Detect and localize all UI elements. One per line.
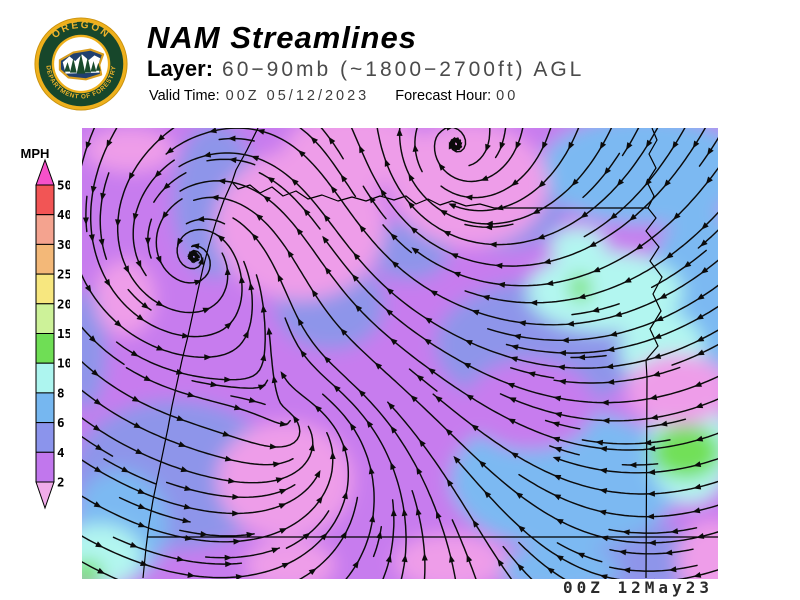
oregon-state-emblem <box>58 48 105 81</box>
layer-row: Layer: 60−90mb (~1800−2700ft) AGL <box>147 56 584 82</box>
legend-tick-label: 40 <box>57 207 70 222</box>
legend-bar-segment <box>35 184 55 216</box>
tree-icons <box>64 53 101 74</box>
legend-tick-label: 10 <box>57 356 70 371</box>
legend-tick-label: 25 <box>57 267 70 282</box>
legend-bar-segment <box>35 422 55 453</box>
legend-tick-label: 8 <box>57 385 65 400</box>
legend-tick-label: 50 <box>57 178 70 193</box>
layer-label: Layer: <box>147 56 214 81</box>
wind-speed-legend: MPH 50 40 30 25 20 15 10 8 6 4 2 <box>21 146 70 510</box>
valid-time-value: 00Z 05/12/2023 <box>225 88 370 104</box>
streamline-arrowheads <box>82 128 714 579</box>
legend-bar-segment <box>35 392 55 424</box>
layer-value: 60−90mb (~1800−2700ft) AGL <box>222 58 585 81</box>
legend-tick-label: 20 <box>57 296 70 311</box>
legend-under-arrow <box>35 481 55 510</box>
valid-time-label: Valid Time: <box>149 88 220 104</box>
legend-tick-label: 15 <box>57 326 70 341</box>
legend-tick-label: 6 <box>57 415 65 430</box>
valid-time-row: Valid Time: 00Z 05/12/2023 Forecast Hour: 0… <box>149 88 518 104</box>
odf-logo: OREGON DEPARTMENT OF FORESTRY <box>34 17 128 111</box>
legend-bar-segment <box>35 243 55 275</box>
legend-tick-label: 4 <box>57 445 65 460</box>
legend-bar-segment <box>35 451 55 483</box>
legend-bar-segment <box>35 273 55 305</box>
forecast-hour-value: 00 <box>496 88 519 104</box>
forecast-hour-label: Forecast Hour: <box>395 88 492 104</box>
legend-tick-label: 30 <box>57 237 70 252</box>
legend-over-arrow <box>35 158 55 186</box>
legend-bar-segment <box>35 333 55 364</box>
legend-bar-segment <box>35 362 55 394</box>
legend-bar-segment <box>35 214 55 245</box>
legend-tick-label: 2 <box>57 475 65 490</box>
streamline-map <box>82 128 718 579</box>
page-title: NAM Streamlines <box>147 20 417 55</box>
wind-speed-shading <box>82 128 718 579</box>
map-timestamp: 00Z 12May23 <box>563 578 713 597</box>
legend-title: MPH <box>21 146 50 161</box>
legend-bar-segment <box>35 303 55 335</box>
